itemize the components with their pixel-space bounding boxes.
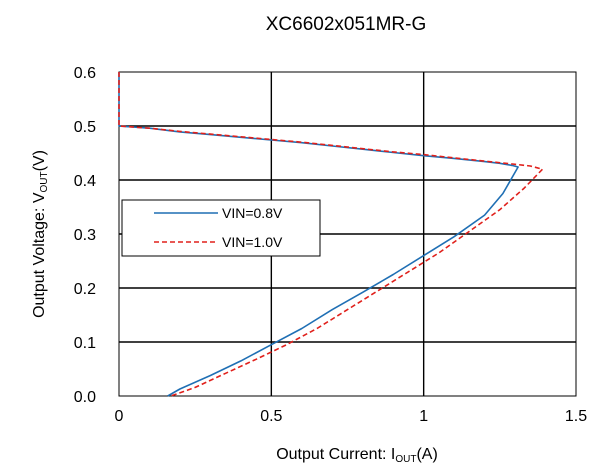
y-tick-label: 0.4 <box>74 173 96 190</box>
x-tick-label: 1 <box>419 408 428 425</box>
x-tick-labels: 0 0.5 1 1.5 <box>115 408 588 425</box>
chart-title: XC6602x051MR-G <box>266 14 427 35</box>
series-layer <box>118 72 544 397</box>
y-axis-label: Output Voltage: VOUT(V) <box>31 150 50 318</box>
y-axis-label-sub: OUT <box>39 171 50 192</box>
y-axis-label-main: Output Voltage: V <box>31 192 48 318</box>
y-tick-label: 0.3 <box>74 227 96 244</box>
y-tick-label: 0.2 <box>74 281 96 298</box>
y-tick-label: 0.6 <box>74 65 96 82</box>
x-tick-label: 0.5 <box>260 408 282 425</box>
y-tick-label: 0.1 <box>74 335 96 352</box>
x-tick-label: 1.5 <box>565 408 587 425</box>
x-tick-label: 0 <box>115 408 124 425</box>
legend-box <box>121 199 321 257</box>
legend-label-vin-1.0v: VIN=1.0V <box>222 234 283 250</box>
series-line-vin-1.0v <box>118 72 544 397</box>
y-tick-labels: 0.0 0.1 0.2 0.3 0.4 0.5 0.6 <box>74 65 96 406</box>
x-axis-label-sub: OUT <box>395 454 416 464</box>
y-tick-label: 0.0 <box>74 389 96 406</box>
x-axis-label-tail: (A) <box>416 446 437 463</box>
y-tick-label: 0.5 <box>74 119 96 136</box>
x-axis-label-main: Output Current: I <box>276 446 395 463</box>
x-axis-label: Output Current: IOUT(A) <box>276 446 438 464</box>
y-axis-label-tail: (V) <box>31 150 48 171</box>
legend: VIN=0.8V VIN=1.0V <box>121 199 321 257</box>
legend-label-vin-0.8v: VIN=0.8V <box>222 205 283 221</box>
